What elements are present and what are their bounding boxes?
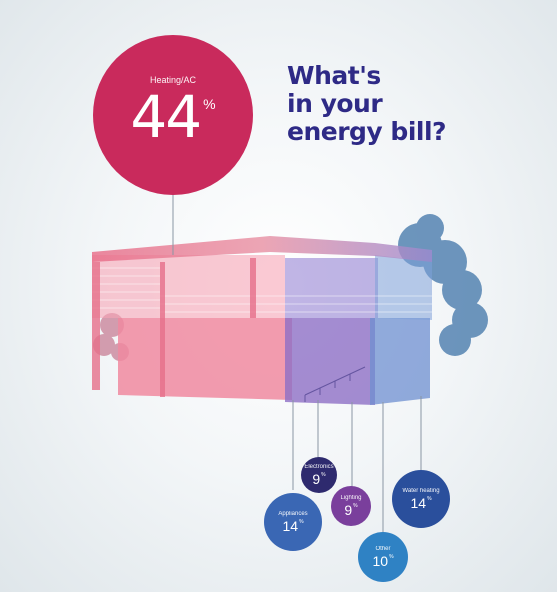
other-value: 10	[372, 552, 389, 569]
lighting-value: 9	[344, 501, 353, 518]
heating-ac-value: 44	[130, 82, 202, 151]
electronics-value: 9	[312, 470, 321, 487]
electronics-label: Electronics	[304, 463, 334, 470]
appliances-unit: %	[299, 518, 304, 525]
title-line-2: in your	[287, 89, 383, 118]
house-upper-middle	[285, 258, 378, 318]
electronics-unit: %	[321, 471, 326, 478]
chart-title: What's in your energy bill?	[287, 61, 447, 146]
lighting-label: Lighting	[340, 494, 362, 501]
lighting-unit: %	[353, 502, 358, 509]
water-heating-label: Water heating	[402, 487, 440, 494]
water-heating-unit: %	[427, 495, 432, 502]
water-heating-value: 14	[410, 494, 427, 511]
title-line-1: What's	[287, 61, 381, 90]
other-bubble: Other 10 %	[358, 532, 408, 582]
heating-ac-unit: %	[203, 95, 216, 112]
house-upper-right	[375, 255, 432, 320]
title-line-3: energy bill?	[287, 117, 447, 146]
appliances-label: Appliances	[278, 510, 308, 517]
heating-ac-bubble: Heating/AC 44 %	[93, 35, 253, 195]
house-lower-left	[118, 318, 292, 400]
louvers	[92, 267, 432, 313]
stairs	[304, 366, 366, 402]
columns	[92, 258, 256, 397]
roof	[92, 236, 432, 262]
other-label: Other	[375, 545, 391, 552]
heating-ac-label: Heating/AC	[149, 74, 197, 85]
house-lower-right	[370, 318, 430, 405]
electronics-bubble: Electronics 9 %	[301, 457, 337, 493]
lighting-bubble: Lighting 9 %	[331, 486, 371, 526]
other-unit: %	[389, 553, 394, 560]
water-heating-bubble: Water heating 14 %	[392, 470, 450, 528]
house-upper-left	[92, 255, 285, 318]
appliances-bubble: Appliances 14 %	[264, 493, 322, 551]
appliances-value: 14	[282, 517, 299, 534]
house-lower-middle	[285, 318, 375, 405]
